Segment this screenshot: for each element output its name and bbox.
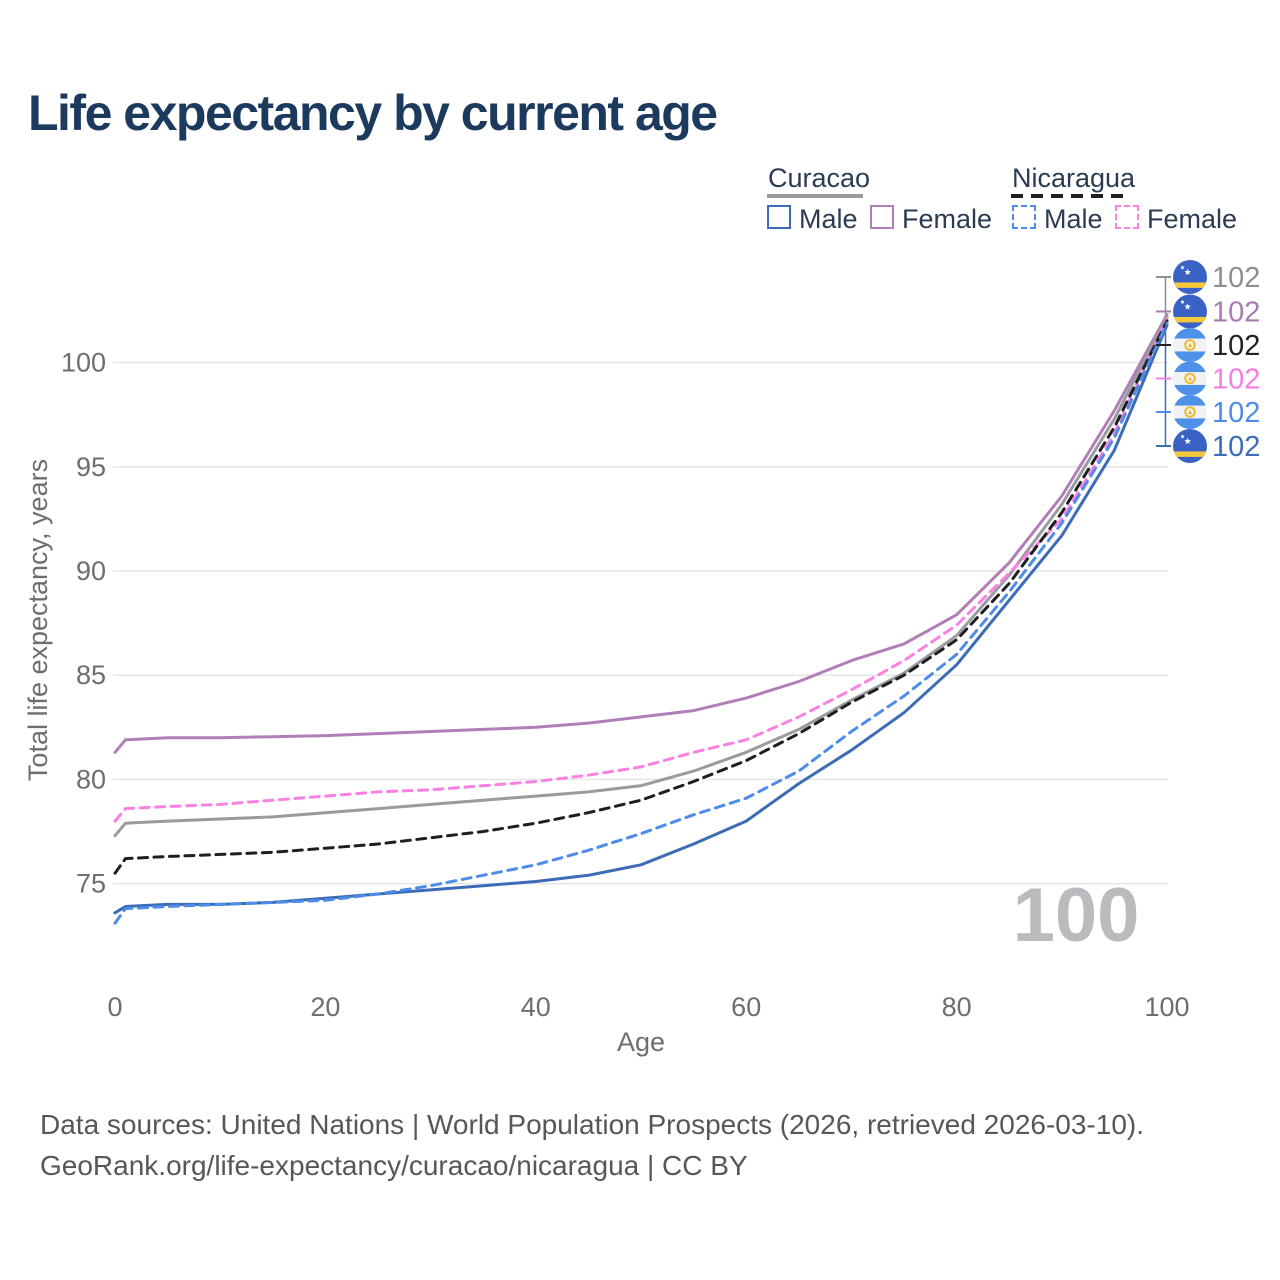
- series-line-curacao-female[interactable]: [113, 313, 1169, 754]
- x-tick-100: 100: [1144, 992, 1189, 1022]
- flag-curacao-icon: [1173, 294, 1207, 329]
- x-tick-0: 0: [107, 992, 122, 1022]
- x-tick-80: 80: [942, 992, 972, 1022]
- legend-label-nicaragua-male[interactable]: Male: [1044, 204, 1103, 234]
- y-tick-80: 80: [76, 764, 106, 794]
- legend-swatch-curacao-male[interactable]: [767, 205, 791, 229]
- flag-nicaragua-icon: [1173, 328, 1207, 362]
- footer-sources: Data sources: United Nations | World Pop…: [40, 1109, 1145, 1140]
- legend-label-nicaragua-female[interactable]: Female: [1147, 204, 1238, 234]
- legend-group-curacao[interactable]: Curacao: [768, 163, 871, 193]
- legend-underline-curacao: [767, 194, 863, 198]
- end-value-label-curacao-female: 102: [1212, 297, 1260, 329]
- y-tick-100: 100: [61, 348, 106, 378]
- x-tick-40: 40: [521, 992, 551, 1022]
- end-value-label-nicaragua-male: 102: [1212, 397, 1260, 429]
- y-tick-95: 95: [76, 452, 106, 482]
- flag-nicaragua-icon: [1173, 361, 1207, 396]
- watermark-100: 100: [1013, 873, 1140, 958]
- axis-labels: 75 80 85 90 95 100 0 20 40 60 80 100: [61, 348, 1190, 1022]
- x-axis-title: Age: [617, 1027, 665, 1057]
- y-tick-75: 75: [76, 869, 106, 899]
- legend-group-nicaragua[interactable]: Nicaragua: [1012, 163, 1136, 193]
- legend-swatch-nicaragua-male[interactable]: [1012, 205, 1036, 229]
- x-tick-60: 60: [731, 992, 761, 1022]
- series-line-nicaragua-total[interactable]: [113, 319, 1169, 875]
- legend-swatch-nicaragua-female[interactable]: [1115, 205, 1139, 229]
- legend-underline-nicaragua: [1011, 194, 1129, 198]
- series-line-nicaragua-female[interactable]: [113, 317, 1169, 823]
- y-axis-title: Total life expectancy, years: [23, 459, 53, 781]
- series-line-nicaragua-male[interactable]: [113, 321, 1169, 925]
- flag-curacao-icon: [1173, 260, 1207, 294]
- y-tick-85: 85: [76, 660, 106, 690]
- page-title: Life expectancy by current age: [28, 85, 718, 141]
- legend-swatch-curacao-female[interactable]: [870, 205, 894, 229]
- end-value-label-curacao-male: 102: [1212, 431, 1260, 463]
- footer: Data sources: United Nations | World Pop…: [40, 1104, 1144, 1186]
- legend-label-curacao-female[interactable]: Female: [902, 204, 993, 234]
- legend-label-curacao-male[interactable]: Male: [799, 204, 858, 234]
- footer-link: GeoRank.org/life-expectancy/curacao/nica…: [40, 1150, 748, 1181]
- series-line-curacao-male[interactable]: [113, 323, 1169, 915]
- flag-nicaragua-icon: [1173, 395, 1207, 429]
- y-tick-90: 90: [76, 556, 106, 586]
- flag-curacao-icon: [1173, 429, 1207, 463]
- end-value-label-curacao-total: 102: [1212, 262, 1260, 294]
- series-line-curacao-total[interactable]: [113, 315, 1169, 838]
- x-tick-20: 20: [310, 992, 340, 1022]
- gridlines: [113, 361, 1168, 885]
- end-value-label-nicaragua-total: 102: [1212, 330, 1260, 362]
- end-value-label-nicaragua-female: 102: [1212, 364, 1260, 396]
